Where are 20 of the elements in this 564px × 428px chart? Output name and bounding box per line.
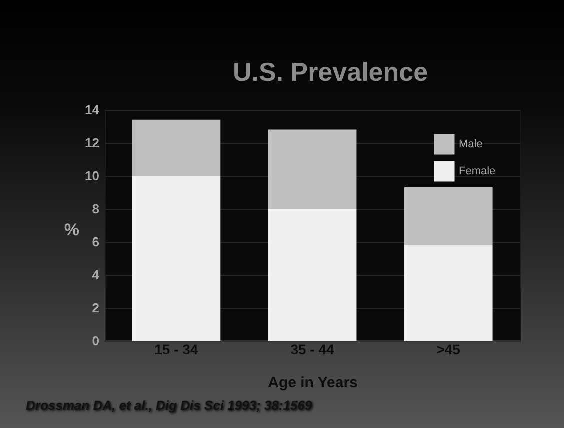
y-tick-label: 12 xyxy=(85,136,100,150)
y-tick-label: 4 xyxy=(92,268,100,282)
y-axis-title: % xyxy=(64,220,80,240)
y-tick-label: 10 xyxy=(85,168,100,184)
bar xyxy=(268,209,357,341)
legend-label: Male xyxy=(459,138,483,150)
bar xyxy=(404,188,493,246)
y-tick-label: 8 xyxy=(92,202,100,216)
chart-title: U.S. Prevalence xyxy=(232,57,428,87)
y-tick-label: 0 xyxy=(92,334,100,348)
text: Drossman DA, et al., Dig Dis Sci 1993; 38:1569 xyxy=(26,398,312,413)
bar xyxy=(404,245,493,341)
y-tick-label: 2 xyxy=(92,300,100,316)
legend-label: Female xyxy=(459,166,496,178)
bar xyxy=(132,120,221,176)
bar xyxy=(268,130,357,209)
bar xyxy=(132,176,221,341)
y-tick-label: 14 xyxy=(85,102,100,118)
y-tick-label: 6 xyxy=(92,234,100,250)
x-axis-title: Age in Years xyxy=(268,374,358,392)
